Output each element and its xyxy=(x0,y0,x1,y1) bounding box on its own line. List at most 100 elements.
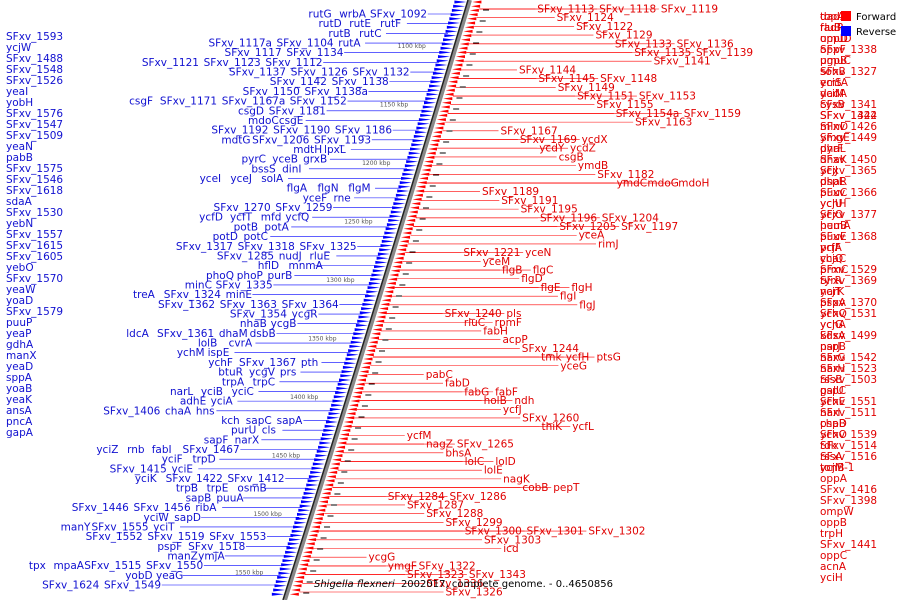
reverse-gene-arrow xyxy=(417,122,430,126)
forward-gene-label: acpP xyxy=(503,334,528,346)
reverse-gene-arrow xyxy=(312,462,325,466)
reverse-gene-label: mdtG xyxy=(221,134,250,146)
forward-gene-arrow xyxy=(307,538,317,542)
forward-gene-arrow xyxy=(309,529,319,533)
forward-gene-arrow xyxy=(360,365,370,369)
reverse-gene-arrow xyxy=(418,118,431,122)
reverse-gene-arrow xyxy=(336,386,349,390)
forward-gene-arrow xyxy=(300,559,310,563)
forward-gene-label: ychQ xyxy=(820,308,847,320)
forward-gene-label: holB xyxy=(484,395,507,407)
forward-gene-arrow xyxy=(438,113,448,117)
forward-gene-label: yceN xyxy=(525,247,551,259)
forward-gene-label: rssA xyxy=(820,451,843,463)
reverse-gene-arrow xyxy=(399,181,412,185)
forward-gene-arrow xyxy=(410,206,420,210)
forward-gene-label: SFxv_1195 xyxy=(521,204,578,216)
forward-gene-label: ycdZ xyxy=(570,143,596,155)
reverse-gene-label: SFxv_1488 xyxy=(6,53,63,65)
reverse-gene-label: SFxv_1112 xyxy=(265,57,322,69)
reverse-gene-arrow xyxy=(325,420,338,424)
reverse-gene-arrow xyxy=(294,521,307,525)
reverse-gene-label: SFxv_1363 xyxy=(220,299,277,311)
reverse-gene-arrow xyxy=(303,491,316,495)
reverse-gene-label: mdtH xyxy=(293,144,322,156)
reverse-gene-arrow xyxy=(406,160,419,164)
forward-gene-arrow xyxy=(315,512,325,516)
forward-gene-label: SFxv_1416 xyxy=(820,484,877,496)
forward-gene-arrow xyxy=(325,479,335,483)
forward-gene-label: tonB xyxy=(820,462,844,474)
forward-gene-label: pspA xyxy=(820,297,847,309)
forward-gene-arrow xyxy=(317,504,327,508)
forward-gene-arrow xyxy=(454,59,464,63)
caption: Shigella flexneri 2002017, complete geno… xyxy=(314,579,613,590)
reverse-gene-label: lolB xyxy=(198,338,217,350)
forward-gene-arrow xyxy=(328,470,338,474)
reverse-gene-label: SFxv_1364 xyxy=(282,299,339,311)
forward-gene-arrow xyxy=(362,361,372,365)
forward-gene-arrow xyxy=(329,466,339,470)
forward-gene-label: rluB xyxy=(820,22,841,34)
reverse-gene-label: trpD xyxy=(193,454,216,466)
forward-gene-arrow xyxy=(398,244,408,248)
reverse-gene-label: potA xyxy=(264,221,289,233)
forward-gene-label: umuC xyxy=(820,55,851,67)
reverse-gene-label: yeaI xyxy=(6,86,28,98)
forward-gene-label: fabD xyxy=(445,378,470,390)
reverse-gene-label: SFxv_1324 xyxy=(164,289,221,301)
reverse-gene-label: SFxv_1415 xyxy=(110,463,167,475)
reverse-gene-label: SFxv_1092 xyxy=(370,9,427,21)
reverse-gene-label: potC xyxy=(243,231,268,243)
forward-gene-label: SFxv_1144 xyxy=(519,64,576,76)
scale-label: 1500 kbp xyxy=(254,511,282,518)
reverse-gene-label: SFxv_1557 xyxy=(6,229,63,241)
forward-gene-arrow xyxy=(472,0,482,4)
reverse-gene-arrow xyxy=(277,575,290,579)
forward-gene-arrow xyxy=(351,395,361,399)
reverse-gene-label: SFxv_1593 xyxy=(6,31,63,43)
reverse-gene-arrow xyxy=(388,218,401,222)
reverse-gene-arrow xyxy=(436,59,449,63)
reverse-gene-label: SFxv_1526 xyxy=(6,75,63,87)
reverse-gene-arrow xyxy=(420,113,433,117)
reverse-gene-arrow xyxy=(367,286,380,290)
forward-gene-label: SFxv_1286 xyxy=(449,491,506,503)
forward-gene-label: ycjO xyxy=(820,209,843,221)
reverse-gene-arrow xyxy=(395,193,408,197)
forward-gene-arrow xyxy=(415,189,425,193)
forward-gene-label: SFxv_1240 xyxy=(445,308,502,320)
forward-gene-label: kdsA xyxy=(820,330,846,342)
forward-gene-arrow xyxy=(471,4,481,8)
reverse-gene-arrow xyxy=(299,504,312,508)
reverse-gene-arrow xyxy=(448,21,461,25)
scale-label: 1150 kbp xyxy=(380,102,408,109)
reverse-gene-arrow xyxy=(392,206,405,210)
forward-gene-label: ycfJ xyxy=(503,404,522,416)
reverse-gene-label: trpB xyxy=(176,483,198,495)
forward-gene-label: lolD xyxy=(495,456,515,468)
reverse-gene-arrow xyxy=(290,533,303,537)
reverse-gene-arrow xyxy=(435,63,448,67)
forward-gene-label: pyrF xyxy=(820,143,843,155)
reverse-gene-label: rluE xyxy=(310,250,331,262)
reverse-gene-arrow xyxy=(340,374,353,378)
scale-labels: 1100 kbp 1150 kbp 1200 kbp 1250 kbp 1300 kbp… xyxy=(235,43,426,577)
reverse-gene-label: SFxv_1615 xyxy=(6,240,63,252)
forward-gene-label: ymdC xyxy=(617,178,647,190)
reverse-gene-arrow xyxy=(390,210,403,214)
forward-gene-label: SFxv_1204 xyxy=(602,212,659,224)
reverse-gene-arrow xyxy=(321,433,334,437)
reverse-gene-label: yceI xyxy=(200,173,222,185)
reverse-gene-label: SFxv_1530 xyxy=(6,207,63,219)
forward-gene-label: puuE xyxy=(820,231,847,243)
forward-gene-label: SFxv_1129 xyxy=(595,30,652,42)
reverse-gene-arrow xyxy=(291,529,304,533)
forward-gene-arrow xyxy=(467,17,477,21)
forward-gene-label: flgC xyxy=(533,265,554,277)
reverse-gene-arrow xyxy=(310,470,323,474)
reverse-gene-arrow xyxy=(278,571,291,575)
reverse-gene-arrow xyxy=(370,277,383,281)
forward-gene-arrow xyxy=(397,248,407,252)
